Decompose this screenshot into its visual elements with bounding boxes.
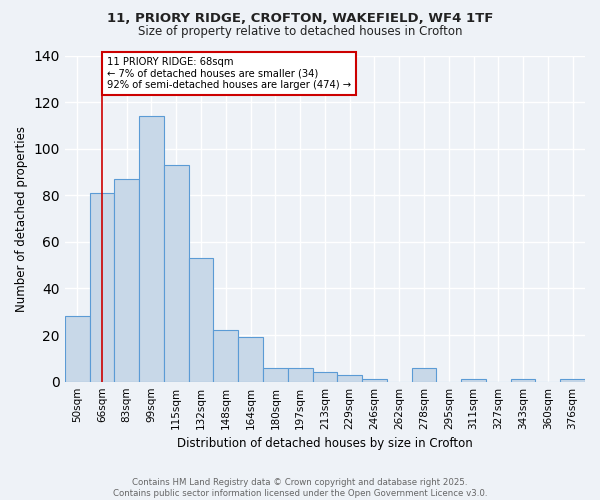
Bar <box>89 193 115 382</box>
Text: Size of property relative to detached houses in Crofton: Size of property relative to detached ho… <box>138 25 462 38</box>
Bar <box>188 258 214 382</box>
Bar <box>412 368 436 382</box>
Bar <box>461 380 486 382</box>
Bar <box>214 330 238 382</box>
Bar <box>139 116 164 382</box>
Bar <box>164 165 188 382</box>
Text: Contains HM Land Registry data © Crown copyright and database right 2025.
Contai: Contains HM Land Registry data © Crown c… <box>113 478 487 498</box>
X-axis label: Distribution of detached houses by size in Crofton: Distribution of detached houses by size … <box>177 437 473 450</box>
Bar <box>115 179 139 382</box>
Bar <box>511 380 535 382</box>
Bar <box>288 368 313 382</box>
Bar <box>362 380 387 382</box>
Text: 11 PRIORY RIDGE: 68sqm
← 7% of detached houses are smaller (34)
92% of semi-deta: 11 PRIORY RIDGE: 68sqm ← 7% of detached … <box>107 57 351 90</box>
Text: 11, PRIORY RIDGE, CROFTON, WAKEFIELD, WF4 1TF: 11, PRIORY RIDGE, CROFTON, WAKEFIELD, WF… <box>107 12 493 26</box>
Y-axis label: Number of detached properties: Number of detached properties <box>15 126 28 312</box>
Bar <box>263 368 288 382</box>
Bar <box>313 372 337 382</box>
Bar <box>337 374 362 382</box>
Bar <box>238 338 263 382</box>
Bar <box>65 316 89 382</box>
Bar <box>560 380 585 382</box>
